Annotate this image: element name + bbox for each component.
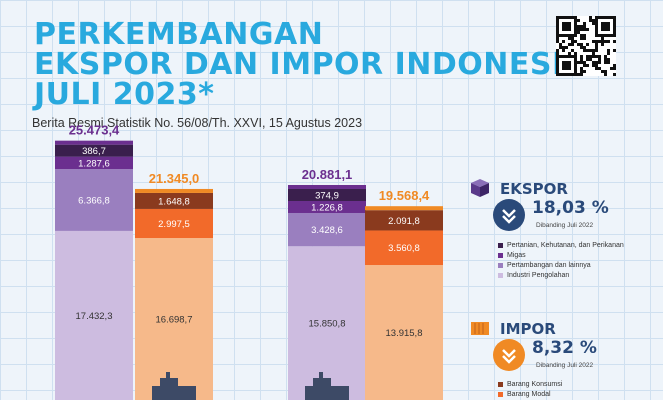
- legend-swatch: [498, 242, 503, 248]
- impor-title: IMPOR: [500, 320, 556, 338]
- legend-item: Industri Pengolahan: [498, 272, 569, 279]
- ekspor-total-label: 20.881,1: [302, 167, 353, 182]
- legend-swatch: [498, 381, 503, 387]
- ekspor-bar-segment: [55, 144, 133, 157]
- ekspor-bar-cap: [288, 184, 366, 189]
- legend-swatch: [498, 252, 503, 258]
- impor-segment-label: 13.915,8: [386, 328, 423, 339]
- legend-swatch: [498, 391, 503, 397]
- legend-swatch: [498, 262, 503, 268]
- ekspor-bar-segment: [288, 188, 366, 201]
- legend-item: Barang Modal: [498, 391, 551, 398]
- ship-icon-mast: [319, 372, 323, 378]
- ekspor-segment-label: 1.226,8: [311, 202, 343, 213]
- legend-label: Pertambangan dan lainnya: [507, 262, 591, 269]
- impor-bar-segment: [365, 230, 443, 266]
- impor-total-label: 21.345,0: [149, 171, 200, 186]
- legend-label: Barang Konsumsi: [507, 381, 563, 388]
- ekspor-segment-label: 6.366,8: [78, 196, 110, 207]
- impor-segment-label: 16.698,7: [156, 315, 193, 326]
- chevron-down-icon: [493, 339, 525, 371]
- impor-segment-label: 2.091,8: [388, 216, 420, 227]
- ekspor-bar-segment: [55, 156, 133, 170]
- ekspor-segment-label: 386,7: [82, 146, 106, 157]
- ship-icon-mast: [166, 372, 170, 378]
- legend-item: Pertanian, Kehutanan, dan Perikanan: [498, 242, 624, 249]
- legend-label: Pertanian, Kehutanan, dan Perikanan: [507, 242, 624, 249]
- impor-bar-segment: [135, 192, 213, 209]
- legend-label: Barang Modal: [507, 391, 551, 398]
- legend-label: Migas: [507, 252, 526, 259]
- ekspor-segment-label: 17.432,3: [76, 311, 113, 322]
- impor-growth: 8,32 %: [532, 338, 597, 358]
- ekspor-segment-label: 374,9: [315, 190, 339, 201]
- impor-bar-segment: [135, 238, 213, 400]
- container-icon: [471, 322, 489, 335]
- ship-icon-hull: [305, 386, 349, 400]
- ekspor-bar-cap: [55, 140, 133, 145]
- ekspor-total-label: 25.473,4: [69, 123, 120, 138]
- ekspor-compare: Dibanding Juli 2022: [536, 222, 594, 229]
- impor-bar-segment: [135, 208, 213, 239]
- ekspor-segment-label: 1.287,6: [78, 158, 110, 169]
- impor-bar-segment: [365, 265, 443, 400]
- ekspor-title: EKSPOR: [500, 180, 568, 198]
- impor-bar-segment: [365, 210, 443, 231]
- impor-compare: Dibanding Juli 2022: [536, 362, 594, 369]
- legend-label: Industri Pengolahan: [507, 272, 570, 279]
- impor-bar-cap: [135, 188, 213, 193]
- ship-icon-cabin: [160, 378, 178, 386]
- legend-item: Barang Konsumsi: [498, 381, 562, 388]
- cube-icon: [471, 179, 489, 197]
- ship-icon-hull: [152, 386, 196, 400]
- ekspor-segment-label: 3.428,6: [311, 225, 343, 236]
- impor-segment-label: 2.997,5: [158, 219, 190, 230]
- chevron-down-icon: [493, 199, 525, 231]
- impor-bar-cap: [365, 206, 443, 211]
- title-line-3: JULI 2023*: [34, 77, 215, 112]
- ekspor-bar-segment: [288, 212, 366, 247]
- qr-code-icon: [556, 16, 616, 76]
- ekspor-bar-segment: [288, 246, 366, 400]
- ekspor-bar-segment: [55, 230, 133, 400]
- legend-item: Migas: [498, 252, 526, 259]
- impor-total-label: 19.568,4: [379, 188, 430, 203]
- ekspor-growth: 18,03 %: [532, 198, 609, 218]
- legend-swatch: [498, 272, 503, 278]
- legend-item: Pertambangan dan lainnya: [498, 262, 591, 269]
- subtitle: Berita Resmi Statistik No. 56/08/Th. XXV…: [32, 116, 363, 130]
- ekspor-segment-label: 15.850,8: [309, 319, 346, 330]
- ship-icon-cabin: [313, 378, 331, 386]
- title-line-1: PERKEMBANGAN: [34, 17, 324, 52]
- impor-segment-label: 3.560,8: [388, 243, 420, 254]
- impor-segment-label: 1.648,8: [158, 196, 190, 207]
- ekspor-bar-segment: [288, 200, 366, 213]
- title-line-2: EKSPOR DAN IMPOR INDONESIA: [34, 47, 588, 82]
- ekspor-bar-segment: [55, 169, 133, 231]
